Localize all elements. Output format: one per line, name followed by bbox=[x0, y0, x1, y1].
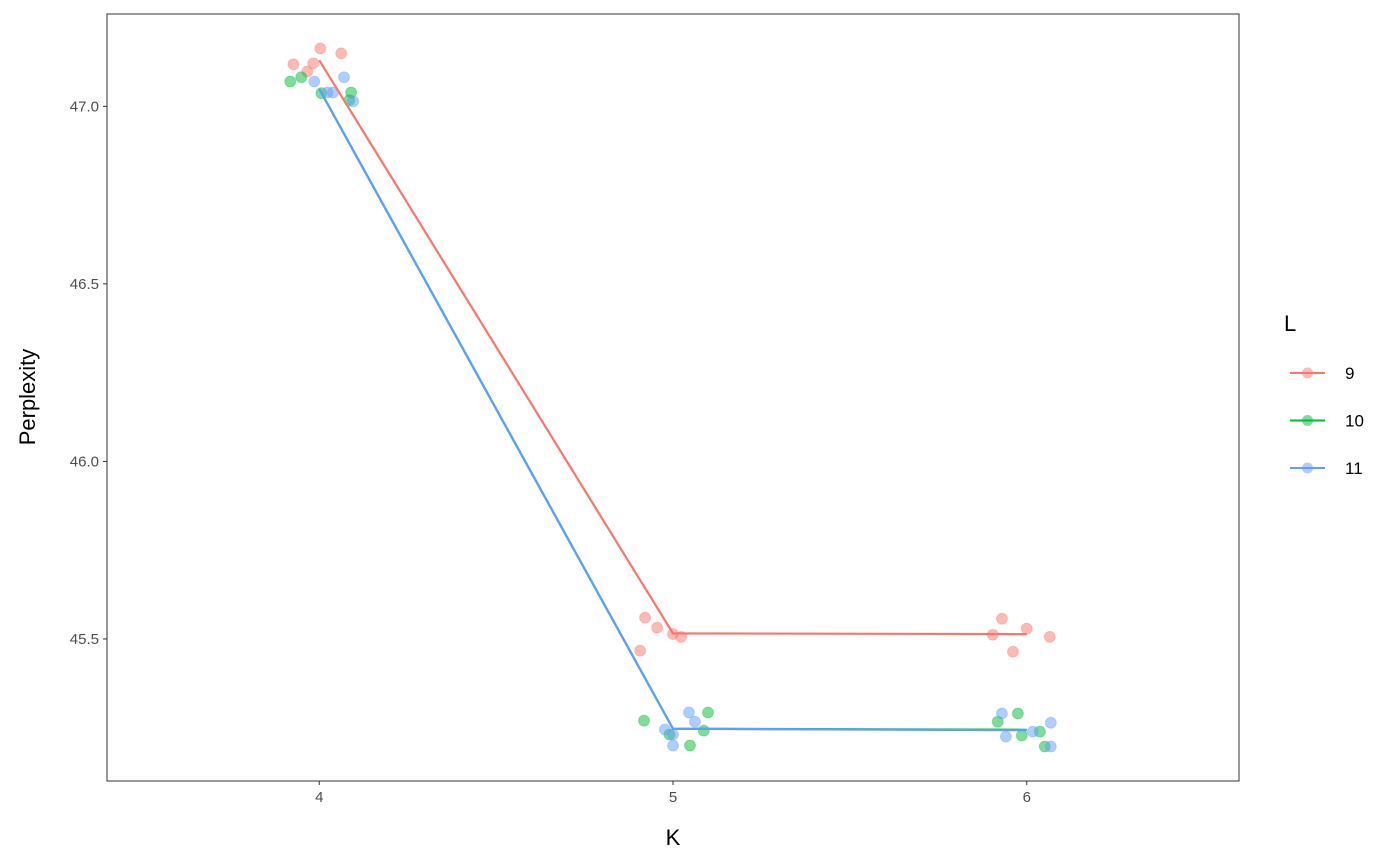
legend-label: 10 bbox=[1345, 412, 1364, 431]
point-L10 bbox=[1011, 707, 1024, 720]
point-L10 bbox=[702, 706, 715, 719]
point-L10 bbox=[697, 724, 710, 737]
legend-label: 11 bbox=[1345, 459, 1363, 478]
y-tick-label: 45.5 bbox=[70, 631, 99, 648]
y-tick-label: 47.0 bbox=[70, 98, 99, 115]
point-L11 bbox=[658, 723, 671, 736]
x-tick-label: 4 bbox=[315, 789, 323, 806]
point-L10 bbox=[683, 739, 696, 752]
point-L11 bbox=[999, 730, 1012, 743]
point-L9 bbox=[651, 621, 664, 634]
point-L9 bbox=[314, 42, 327, 55]
point-L11 bbox=[995, 707, 1008, 720]
point-L11 bbox=[347, 95, 360, 108]
mean-line-L9 bbox=[318, 59, 1027, 636]
point-L9 bbox=[634, 644, 647, 657]
point-L10 bbox=[637, 714, 650, 727]
point-L11 bbox=[308, 75, 321, 88]
point-L9 bbox=[1020, 622, 1033, 635]
y-axis-title: Perplexity bbox=[15, 349, 40, 446]
point-L10 bbox=[284, 75, 297, 88]
y-tick-label: 46.0 bbox=[70, 453, 99, 470]
axes: 4 5 6 45.5 46.0 46.5 47.0 bbox=[70, 98, 1031, 806]
point-L9 bbox=[307, 57, 320, 70]
legend: L 9 10 11 bbox=[1284, 311, 1364, 478]
y-tick-label: 46.5 bbox=[70, 276, 99, 293]
point-L11 bbox=[688, 715, 701, 728]
legend-key-point bbox=[1302, 367, 1313, 379]
point-L9 bbox=[1043, 630, 1056, 643]
marks bbox=[284, 42, 1057, 753]
x-tick-label: 5 bbox=[669, 789, 677, 806]
point-L11 bbox=[667, 739, 679, 752]
legend-key-point bbox=[1302, 415, 1313, 426]
point-L11 bbox=[667, 728, 679, 741]
point-L11 bbox=[682, 706, 695, 719]
point-L9 bbox=[995, 612, 1008, 625]
point-L11 bbox=[338, 71, 351, 84]
legend-title: L bbox=[1284, 311, 1296, 336]
point-L11 bbox=[1044, 716, 1057, 729]
point-L9 bbox=[1006, 645, 1019, 658]
x-axis-title: K bbox=[666, 825, 681, 850]
legend-key-point bbox=[1302, 462, 1313, 474]
x-tick-label: 6 bbox=[1023, 789, 1031, 806]
point-L11 bbox=[1044, 740, 1057, 753]
point-L10 bbox=[295, 71, 308, 84]
mean-line-L11 bbox=[318, 88, 1027, 732]
point-L11 bbox=[1026, 725, 1039, 738]
plot-panel bbox=[106, 13, 1240, 782]
point-L9 bbox=[287, 58, 300, 71]
point-L10 bbox=[1015, 729, 1028, 742]
point-L9 bbox=[639, 611, 652, 624]
point-L9 bbox=[335, 47, 348, 60]
legend-label: 9 bbox=[1345, 364, 1354, 383]
